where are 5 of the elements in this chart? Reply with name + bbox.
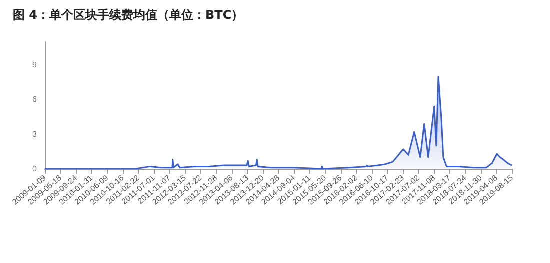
- y-tick-label: 6: [32, 95, 38, 104]
- y-tick-label: 3: [32, 130, 38, 139]
- y-tick-label: 9: [32, 60, 38, 70]
- chart-title: 图 4：单个区块手续费均值（单位：BTC）: [13, 8, 244, 22]
- y-tick-label: 0: [32, 164, 38, 174]
